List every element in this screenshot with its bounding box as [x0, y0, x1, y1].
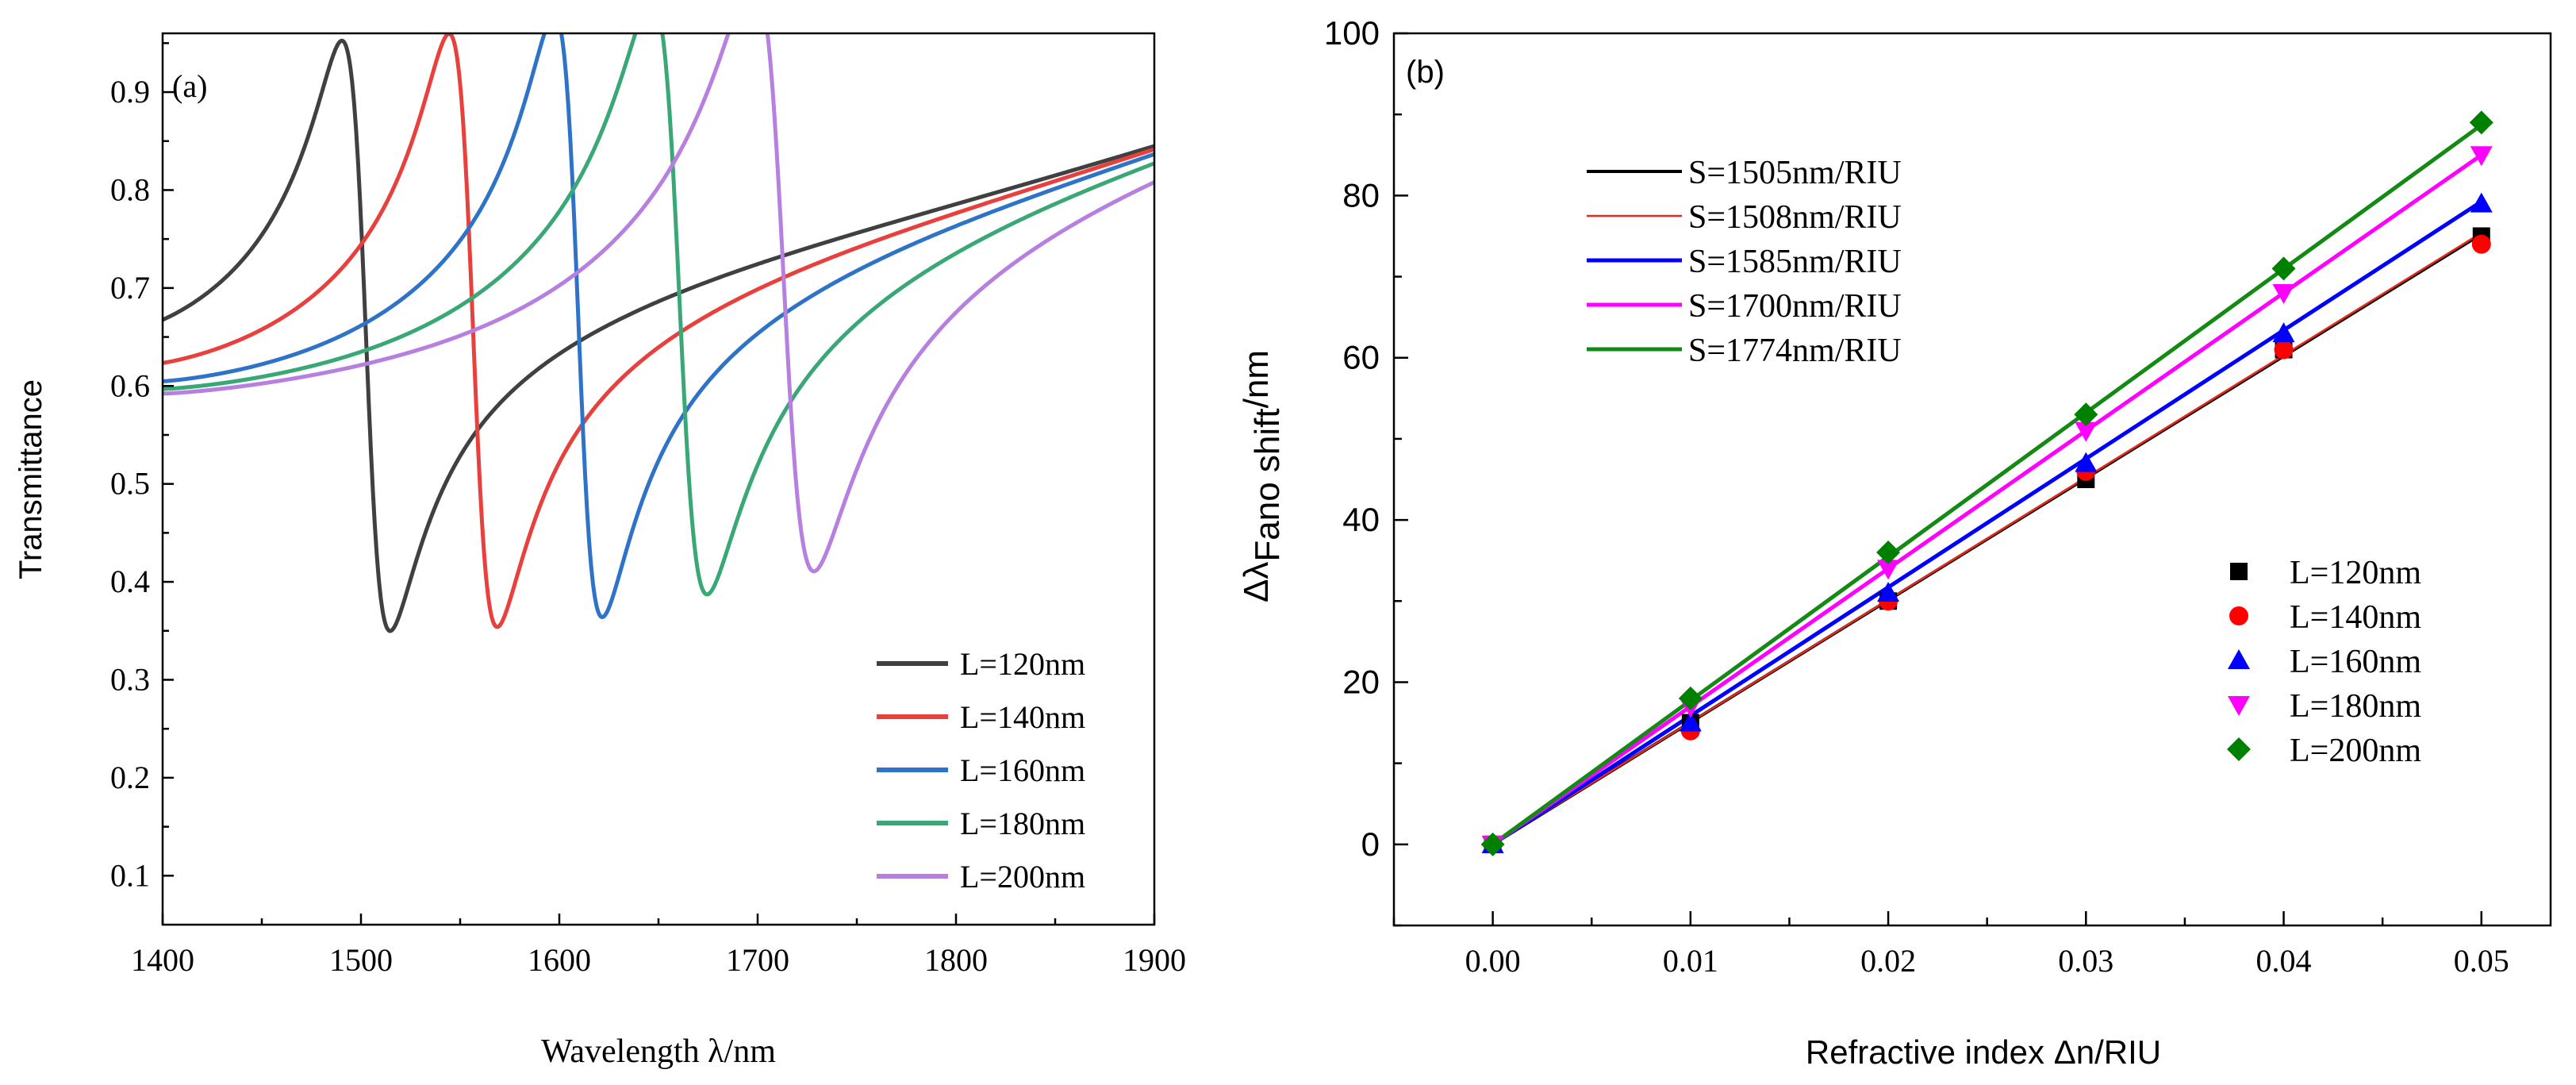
fit-line-l-140nm: [1491, 232, 2482, 845]
legend-label-a: L=200nm: [960, 859, 1085, 895]
series-line-l-180nm: [163, 33, 1154, 597]
data-point-l-180nm: [2272, 283, 2295, 304]
data-point-l-160nm: [2272, 322, 2295, 343]
x-tick-label-b: 0.03: [2058, 943, 2113, 979]
y-tick-label-a: 0.1: [110, 857, 150, 893]
y-axis-label-b-sub: Fano shift: [1248, 408, 1287, 561]
data-point-l-200nm: [2469, 110, 2493, 135]
data-point-l-180nm: [2075, 421, 2098, 442]
legend-label-a: L=140nm: [960, 699, 1085, 735]
data-point-l-200nm: [1678, 686, 1703, 710]
fit-legend-label: S=1700nm/RIU: [1688, 288, 1902, 325]
marker-legend-label: L=140nm: [2290, 599, 2421, 636]
marker-legend-symbol: [2227, 737, 2251, 761]
data-point-l-160nm: [2470, 192, 2493, 213]
data-point-l-160nm: [1877, 582, 1900, 602]
marker-legend-symbol: [2228, 649, 2250, 669]
x-tick-label-a: 1900: [1123, 942, 1186, 978]
y-tick-label-a: 0.2: [110, 760, 150, 795]
plot-b-frame: [1392, 32, 2552, 927]
y-tick-label-a: 0.4: [110, 564, 150, 599]
fit-legend-label: S=1505nm/RIU: [1688, 155, 1902, 191]
legend-label-a: L=180nm: [960, 806, 1085, 841]
data-point-l-180nm: [2470, 146, 2493, 167]
marker-legend-symbol: [2230, 563, 2248, 580]
series-line-l-200nm: [163, 33, 1154, 574]
panel-label-a: (a): [172, 68, 207, 104]
fit-line-l-200nm: [1491, 123, 2483, 846]
y-axis-label-a: Transmittance: [13, 379, 48, 579]
x-tick-label-a: 1600: [528, 942, 591, 978]
plot-a-frame: [161, 32, 1156, 926]
y-axis-label-b: ΔλFano shift/nm: [1237, 350, 1287, 602]
series-line-l-160nm: [163, 33, 1154, 619]
fit-legend-label: S=1585nm/RIU: [1688, 244, 1902, 280]
marker-legend-symbol: [2228, 696, 2250, 716]
data-point-l-200nm: [2271, 256, 2296, 281]
y-axis-label-b-tail: /nm: [1237, 350, 1276, 408]
data-point-l-200nm: [1876, 540, 1901, 564]
plot-a-curves: [163, 33, 1154, 633]
x-axis-label-a: Wavelength λ/nm: [541, 1033, 776, 1070]
panel-a-transmittance-chart: 1400 1500 1600 1700 1800 1900 0.1 0.2 0.3 0.4 0.5 0…: [13, 32, 1186, 1070]
data-point-l-140nm: [2471, 234, 2491, 254]
marker-legend-label: L=120nm: [2290, 555, 2421, 591]
fit-line-l-160nm: [1491, 199, 2483, 846]
y-axis-label-b-main: Δλ: [1237, 562, 1276, 602]
y-tick-label-a: 0.6: [110, 367, 150, 403]
series-line-l-140nm: [163, 33, 1154, 629]
x-tick-label-b: 0.01: [1663, 943, 1718, 979]
x-axis-label-b: Refractive index Δn/RIU: [1806, 1033, 2161, 1071]
y-tick-label-a: 0.5: [110, 466, 150, 502]
y-tick-label-b: 60: [1342, 339, 1380, 376]
legend-label-a: L=120nm: [960, 646, 1085, 682]
x-tick-label-a: 1400: [131, 942, 194, 978]
fit-legend-label: S=1774nm/RIU: [1688, 333, 1902, 369]
y-tick-label-b: 40: [1342, 501, 1380, 538]
y-tick-label-b: 100: [1324, 14, 1380, 52]
x-tick-label-a: 1500: [329, 942, 393, 978]
fit-line-l-180nm: [1491, 153, 2483, 846]
marker-legend-symbol: [2229, 606, 2248, 625]
y-tick-label-b: 0: [1361, 825, 1380, 863]
series-line-l-120nm: [163, 38, 1154, 633]
data-point-l-200nm: [1480, 832, 1505, 856]
x-tick-label-a: 1800: [924, 942, 988, 978]
data-point-l-180nm: [1877, 560, 1900, 580]
x-tick-label-b: 0.05: [2454, 943, 2509, 979]
y-tick-label-a: 0.8: [110, 171, 150, 207]
legend-label-a: L=160nm: [960, 752, 1085, 788]
x-tick-label-a: 1700: [726, 942, 789, 978]
fit-legend-label: S=1508nm/RIU: [1688, 199, 1902, 236]
marker-legend-label: L=200nm: [2290, 733, 2421, 769]
panel-label-b: (b): [1406, 55, 1445, 90]
x-tick-label-b: 0.04: [2256, 943, 2312, 979]
x-tick-label-b: 0.02: [1860, 943, 1916, 979]
marker-legend-label: L=180nm: [2290, 688, 2421, 725]
marker-legend-label: L=160nm: [2290, 644, 2421, 680]
y-tick-label-a: 0.9: [110, 74, 150, 110]
data-point-l-160nm: [1679, 711, 1702, 732]
y-tick-label-b: 80: [1342, 176, 1380, 214]
data-point-l-160nm: [2075, 452, 2098, 472]
y-tick-label-b: 20: [1342, 663, 1380, 700]
panel-b-fano-shift-chart: 0.00 0.01 0.02 0.03 0.04 0.05 0 20 40 60 80 100 (b) R…: [1237, 14, 2552, 1071]
y-tick-label-a: 0.7: [110, 270, 150, 306]
x-tick-label-b: 0.00: [1465, 943, 1521, 979]
data-point-l-140nm: [2274, 340, 2294, 360]
data-point-l-200nm: [2074, 402, 2098, 427]
y-tick-label-a: 0.3: [110, 661, 150, 697]
